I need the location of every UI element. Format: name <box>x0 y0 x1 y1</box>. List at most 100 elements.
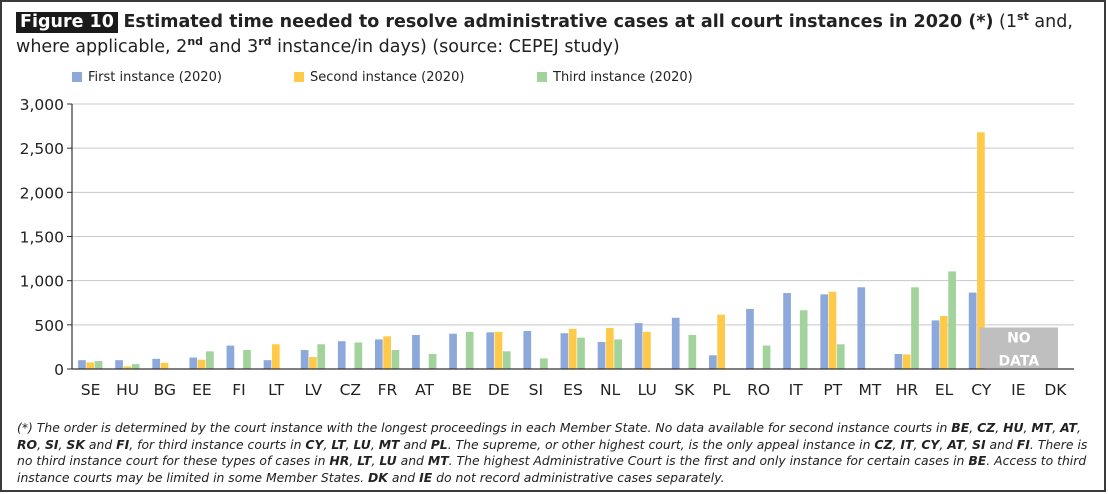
footnote-text: , <box>323 436 332 452</box>
x-tick-label: IT <box>789 381 804 399</box>
footnote-text: , <box>371 453 380 469</box>
x-tick-label: LV <box>304 381 322 399</box>
footnote-country-code: CY <box>921 436 940 452</box>
footnote-country-code: BE <box>968 453 987 469</box>
bar-ro-first <box>746 308 754 369</box>
bar-pt-third <box>836 344 845 369</box>
bar-ee-second <box>197 359 206 369</box>
bar-si-third <box>540 358 548 369</box>
footnote-country-code: MT <box>1031 420 1053 435</box>
x-tick-label: IE <box>1011 381 1025 399</box>
x-tick-label: LT <box>268 381 285 399</box>
legend-label-second: Second instance (2020) <box>310 69 465 85</box>
bar-at-first <box>412 334 420 369</box>
footnote-text: . There is no third instance court for t… <box>17 436 1088 469</box>
bar-sk-first <box>671 317 680 369</box>
bar-nl-third <box>614 339 622 369</box>
footnote-text: , for third instance courts in <box>129 436 306 452</box>
footnote-country-code: SK <box>66 436 85 452</box>
figure-label: Figure 10 <box>16 12 118 33</box>
bar-de-second <box>494 331 503 369</box>
bar-nl-first <box>597 342 606 369</box>
footnote-text: . The highest Administrative Court is th… <box>448 453 969 469</box>
footnote-country-code: CY <box>305 436 324 452</box>
bar-de-third <box>502 351 511 369</box>
bar-se-second <box>86 362 95 370</box>
bar-lt-second <box>271 344 280 369</box>
bar-hr-second <box>902 354 911 369</box>
bar-fr-second <box>383 336 391 369</box>
bar-ee-third <box>206 351 214 369</box>
bar-lv-first <box>300 350 309 369</box>
bar-ee-first <box>189 357 198 369</box>
x-tick-label: BG <box>154 381 176 399</box>
no-data-label: DATA <box>999 353 1040 369</box>
bar-sk-third <box>688 334 697 369</box>
footnote-country-code: AT <box>1060 420 1077 435</box>
footnote-text: , <box>1023 420 1032 435</box>
x-tick-label: DE <box>488 381 510 399</box>
bar-pt-second <box>828 291 837 369</box>
footnote-country-code: HU <box>1003 420 1024 435</box>
bar-lt-first <box>263 360 272 369</box>
y-tick-label: 1,500 <box>20 229 64 247</box>
footnote-country-code: LU <box>379 453 397 469</box>
footnote-text: , <box>1076 420 1081 435</box>
footnote-text: , <box>939 436 948 452</box>
footnote-country-code: IT <box>900 436 914 452</box>
footnote-text: and <box>985 436 1017 452</box>
legend-label-third: Third instance (2020) <box>553 69 693 85</box>
no-data-box <box>979 327 1058 368</box>
x-tick-label: SE <box>81 381 101 399</box>
bar-se-third <box>94 361 103 369</box>
bar-be-third <box>465 331 474 369</box>
bar-it-first <box>783 293 791 369</box>
x-tick-label: PL <box>712 381 730 399</box>
footnote-country-code: CZ <box>977 420 996 435</box>
x-tick-label: FR <box>378 381 398 399</box>
figure-title: Figure 10 Estimated time needed to resol… <box>16 10 1096 60</box>
footnote-text: , <box>995 420 1004 435</box>
bar-ro-third <box>762 345 771 369</box>
footnote-text: and <box>84 436 117 452</box>
bar-fr-first <box>374 339 383 369</box>
footnote-text: and <box>399 436 431 452</box>
bar-pt-first <box>820 294 829 369</box>
bar-hu-second <box>123 366 132 369</box>
bar-bg-first <box>152 358 161 369</box>
bar-lu-first <box>634 323 643 369</box>
footnote-country-code: DK <box>368 469 388 485</box>
x-tick-label: PT <box>823 381 842 399</box>
bar-at-third <box>428 353 437 369</box>
footnote-text: , <box>37 436 45 452</box>
bar-si-first <box>523 331 532 369</box>
y-tick-label: 3,000 <box>20 96 64 114</box>
bar-el-first <box>931 320 940 369</box>
bar-bg-second <box>160 362 169 369</box>
y-tick-label: 2,000 <box>20 184 64 202</box>
footnote-country-code: RO <box>17 436 38 452</box>
bar-hu-third <box>131 364 140 369</box>
footnote-text: , <box>370 436 379 452</box>
footnote-text: , <box>1052 420 1061 435</box>
footnote-country-code: MT <box>427 453 449 469</box>
footnote-country-code: LT <box>357 453 372 469</box>
footnote-country-code: FI <box>1016 436 1030 452</box>
bar-lv-third <box>317 344 326 369</box>
bar-el-second <box>939 316 948 369</box>
x-tick-label: CY <box>971 381 992 399</box>
footnote-country-code: LU <box>353 436 371 452</box>
x-tick-label: MT <box>858 381 881 399</box>
footnote-country-code: PL <box>430 436 448 452</box>
footnote-country-code: HR <box>329 453 350 469</box>
legend-swatch-first <box>72 72 82 82</box>
footnote-text: , <box>58 436 67 452</box>
footnote-country-code: CZ <box>874 436 893 452</box>
bar-it-third <box>799 310 808 369</box>
bar-fr-third <box>391 350 400 369</box>
footnote-text: , <box>349 453 358 469</box>
bar-mt-first <box>857 287 866 369</box>
footnote-text: (*) The order is determined by the court… <box>17 420 952 435</box>
footnote-text: , <box>964 436 973 452</box>
